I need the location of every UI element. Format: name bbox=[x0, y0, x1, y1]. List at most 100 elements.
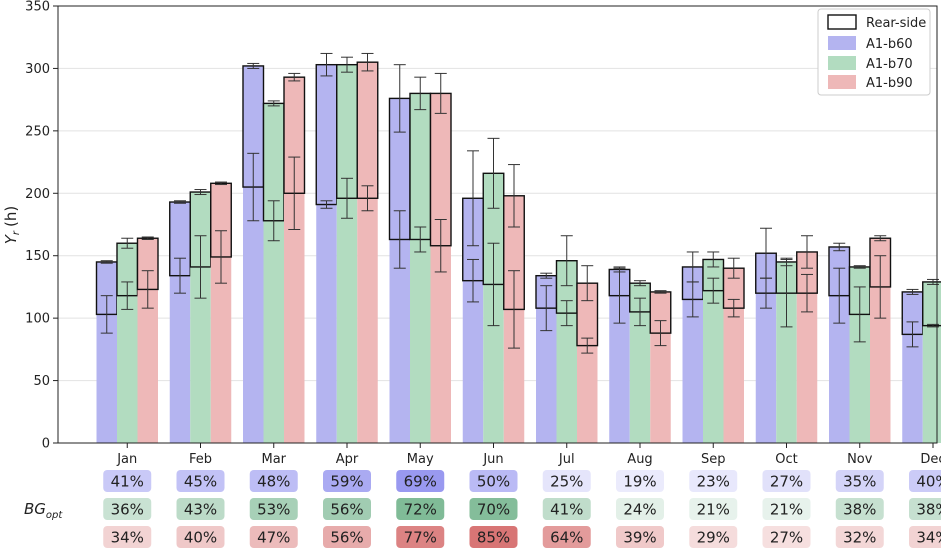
err-total-sep-a1-b70 bbox=[707, 251, 720, 268]
bg-opt-value-a1-b70-jun: 70% bbox=[477, 501, 510, 519]
bar-front-jul-a1-b60 bbox=[536, 308, 557, 443]
err-total-mar-a1-b90 bbox=[288, 72, 301, 82]
bg-opt-cell-a1-b90-apr bbox=[323, 526, 371, 548]
x-tick-label-may: May bbox=[407, 452, 434, 467]
bg-opt-value-a1-b60-jan: 41% bbox=[111, 473, 144, 491]
bg-opt-value-a1-b60-oct: 27% bbox=[770, 473, 803, 491]
err-total-nov-a1-b70 bbox=[853, 265, 866, 269]
bg-opt-cell-a1-b70-jan bbox=[103, 498, 152, 520]
bar-front-aug-a1-b90 bbox=[650, 333, 671, 443]
bar-front-mar-a1-b60 bbox=[243, 187, 264, 443]
bar-front-may-a1-b60 bbox=[389, 239, 410, 443]
err-front-jan-a1-b90 bbox=[141, 270, 154, 309]
bg-opt-value-a1-b60-jul: 25% bbox=[550, 473, 583, 491]
bg-opt-value-a1-b70-nov: 38% bbox=[843, 501, 876, 519]
bar-rear-apr-a1-b60 bbox=[315, 63, 338, 206]
bar-front-oct-a1-b60 bbox=[755, 293, 777, 443]
bar-front-jul-a1-b90 bbox=[577, 345, 598, 443]
err-total-nov-a1-b90 bbox=[874, 235, 887, 242]
err-total-jul-a1-b60 bbox=[540, 272, 553, 279]
bar-front-nov-a1-b60 bbox=[829, 295, 850, 443]
err-total-jan-a1-b70 bbox=[121, 237, 134, 249]
y-tick-label-150: 150 bbox=[25, 249, 50, 264]
x-tick-label-feb: Feb bbox=[189, 452, 212, 467]
bar-front-dec-a1-b70 bbox=[922, 325, 941, 443]
err-front-jul-a1-b60 bbox=[540, 285, 553, 332]
bg-opt-cell-a1-b60-oct bbox=[762, 470, 811, 492]
bg-opt-value-a1-b60-apr: 59% bbox=[330, 473, 363, 491]
bg-opt-value-a1-b90-mar: 47% bbox=[257, 529, 290, 547]
bg-opt-cell-a1-b60-jan bbox=[103, 470, 152, 492]
err-total-apr-a1-b60 bbox=[320, 52, 333, 77]
bar-front-sep-a1-b90 bbox=[723, 308, 744, 443]
y-tick-label-0: 0 bbox=[42, 437, 50, 452]
bg-opt-cell-a1-b90-sep bbox=[689, 526, 738, 548]
err-front-apr-a1-b60 bbox=[320, 200, 333, 209]
bg-opt-cell-a1-b60-dec bbox=[909, 470, 941, 492]
bar-front-jul-a1-b70 bbox=[556, 313, 577, 443]
bar-front-jan-a1-b70 bbox=[117, 295, 138, 443]
bg-opt-value-a1-b90-feb: 40% bbox=[184, 529, 217, 547]
err-front-mar-a1-b60 bbox=[247, 152, 260, 222]
bg-opt-cell-a1-b60-nov bbox=[835, 470, 884, 492]
bars-layer bbox=[95, 61, 941, 443]
err-total-oct-a1-b70 bbox=[780, 257, 793, 267]
bg-opt-cell-a1-b70-jul bbox=[542, 498, 591, 520]
bar-front-oct-a1-b70 bbox=[776, 293, 797, 443]
bg-opt-cell-a1-b70-dec bbox=[909, 498, 941, 520]
err-front-may-a1-b90 bbox=[434, 219, 447, 273]
bg-opt-cell-a1-b90-jun bbox=[469, 526, 518, 548]
bg-opt-value-a1-b70-dec: 38% bbox=[916, 501, 941, 519]
bar-front-feb-a1-b70 bbox=[190, 266, 211, 443]
err-total-feb-a1-b90 bbox=[215, 181, 227, 186]
bg-opt-cell-a1-b60-jun bbox=[469, 470, 518, 492]
bar-front-aug-a1-b70 bbox=[629, 311, 651, 443]
err-total-jun-a1-b70 bbox=[487, 137, 500, 209]
bar-rear-dec-a1-b70 bbox=[922, 281, 941, 327]
bg-opt-value-a1-b90-oct: 27% bbox=[770, 529, 803, 547]
bg-opt-cell-a1-b90-nov bbox=[835, 526, 884, 548]
legend-label-a1-b70: A1-b70 bbox=[866, 57, 913, 72]
x-ticks: Jan Feb Mar Apr May Jun Jul Aug Sep Oct Nov Dec bbox=[116, 443, 941, 467]
err-front-jan-a1-b70 bbox=[121, 281, 134, 310]
bar-front-apr-a1-b60 bbox=[316, 204, 337, 443]
bg-opt-value-a1-b60-jun: 50% bbox=[477, 473, 510, 491]
err-front-apr-a1-b70 bbox=[341, 177, 353, 219]
axes bbox=[57, 5, 938, 444]
err-front-jun-a1-b60 bbox=[467, 258, 479, 303]
bg-opt-cell-a1-b90-jul bbox=[542, 526, 591, 548]
bar-front-apr-a1-b70 bbox=[336, 198, 358, 443]
err-front-jan-a1-b60 bbox=[100, 295, 113, 334]
legend-swatch-a1-b60 bbox=[828, 36, 856, 50]
bar-front-jun-a1-b90 bbox=[503, 309, 525, 443]
bar-front-feb-a1-b60 bbox=[169, 275, 191, 443]
y-tick-label-200: 200 bbox=[25, 187, 50, 202]
bg-opt-cell-a1-b60-mar bbox=[249, 470, 298, 492]
bg-opt-value-a1-b60-sep: 23% bbox=[697, 473, 730, 491]
bg-opt-value-a1-b90-jun: 85% bbox=[477, 529, 510, 547]
err-total-feb-a1-b60 bbox=[174, 200, 186, 204]
legend-swatch-a1-b90 bbox=[828, 75, 856, 89]
bg-opt-value-a1-b60-nov: 35% bbox=[843, 473, 876, 491]
bg-opt-cell-a1-b70-may bbox=[396, 498, 445, 520]
err-front-nov-a1-b70 bbox=[853, 286, 866, 343]
err-total-sep-a1-b60 bbox=[686, 251, 699, 283]
err-total-sep-a1-b90 bbox=[727, 257, 740, 279]
y-tick-label-350: 350 bbox=[25, 0, 50, 15]
err-front-oct-a1-b90 bbox=[801, 273, 813, 313]
bg-opt-cell-a1-b70-apr bbox=[323, 498, 371, 520]
bg-opt-label: BGopt bbox=[24, 500, 63, 521]
err-total-aug-a1-b90 bbox=[654, 290, 667, 294]
bg-opt-value-a1-b70-sep: 21% bbox=[697, 501, 730, 519]
err-front-sep-a1-b90 bbox=[727, 298, 740, 318]
bg-opt-value-a1-b70-mar: 53% bbox=[257, 501, 290, 519]
err-front-jun-a1-b70 bbox=[487, 242, 500, 327]
bg-opt-value-a1-b90-dec: 34% bbox=[916, 529, 941, 547]
x-tick-label-jul: Jul bbox=[558, 452, 575, 467]
y-tick-label-300: 300 bbox=[25, 62, 50, 77]
error-bars-layer bbox=[100, 52, 939, 354]
err-total-jul-a1-b70 bbox=[560, 235, 573, 287]
bg-opt-cell-a1-b70-nov bbox=[835, 498, 884, 520]
err-total-feb-a1-b70 bbox=[194, 189, 207, 196]
bar-front-may-a1-b90 bbox=[430, 245, 451, 443]
